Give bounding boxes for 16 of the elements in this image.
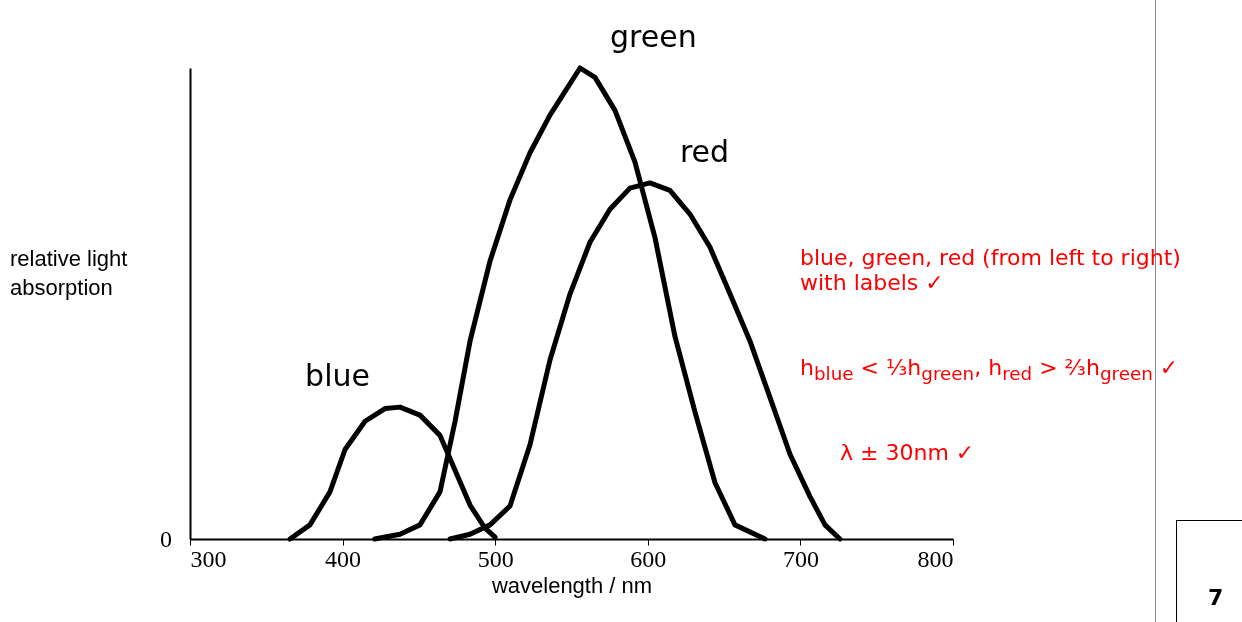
text: h$_{blue}$ < ⅓h$_{green}$, h$_{red}$ > ⅔h$_{green}$ ✓ [800,355,1179,385]
series-label: green [610,19,697,54]
x-axis-title: wavelength / nm [490,572,653,598]
text: 7 [1208,585,1224,610]
x-tick-label: 500 [477,545,514,572]
x-tick-label: 800 [917,545,954,572]
y-axis-title: relative light absorption [10,245,129,302]
text: 0 [160,526,172,553]
x-tick-label: 400 [325,545,362,572]
annotation: blue, green, red (from left to right) with labels ✓ [800,245,1182,295]
x-tick-label: 700 [782,545,819,572]
series-label: blue [305,358,370,394]
x-tick-label: 300 [190,545,227,572]
x-tick-label: 600 [630,545,667,572]
annotation: λ ± 30nm ✓ [840,440,975,465]
series-label: red [679,133,730,169]
